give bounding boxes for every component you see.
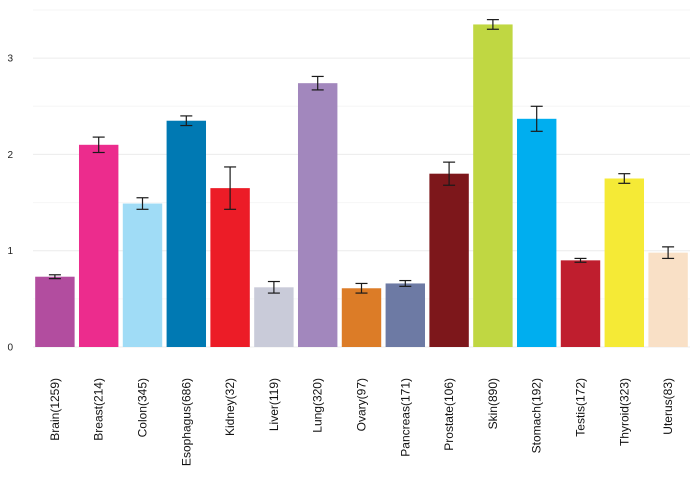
bar-3 bbox=[166, 120, 207, 347]
error-bar-0 bbox=[48, 274, 61, 280]
error-bar-7 bbox=[355, 282, 368, 294]
x-tick-label: Thyroid(323) bbox=[617, 378, 631, 446]
error-bar-10 bbox=[486, 19, 499, 30]
y-tick-label: 0 bbox=[7, 343, 13, 354]
x-tick-label: Skin(890) bbox=[486, 378, 500, 429]
error-bars bbox=[48, 19, 675, 294]
error-bar-4 bbox=[224, 166, 237, 210]
x-tick-label: Kidney(32) bbox=[223, 378, 237, 436]
bar-12 bbox=[560, 260, 601, 347]
error-bar-11 bbox=[530, 105, 543, 132]
error-bar-5 bbox=[267, 280, 280, 294]
x-axis-labels: Brain(1259) Breast(214) Colon(345) Esophagu… bbox=[48, 378, 675, 466]
x-tick-label: Lung(320) bbox=[311, 378, 325, 433]
bar-10 bbox=[473, 24, 513, 347]
error-bar-9 bbox=[443, 161, 456, 186]
error-bar-3 bbox=[180, 115, 193, 127]
y-tick-label: 1 bbox=[7, 246, 13, 257]
y-tick-label: 2 bbox=[7, 150, 13, 161]
x-tick-label: Brain(1259) bbox=[48, 378, 62, 441]
bar-4 bbox=[210, 188, 250, 347]
x-tick-label: Uterus(83) bbox=[661, 378, 675, 435]
x-tick-label: Liver(119) bbox=[267, 378, 281, 431]
bars bbox=[35, 24, 688, 348]
error-bar-1 bbox=[92, 136, 105, 154]
error-bar-12 bbox=[574, 257, 587, 263]
bar-0 bbox=[35, 276, 75, 347]
x-tick-label: Pancreas(171) bbox=[398, 378, 412, 457]
bar-2 bbox=[122, 203, 163, 347]
bar-13 bbox=[604, 178, 645, 347]
x-tick-label: Prostate(106) bbox=[442, 378, 456, 451]
bar-8 bbox=[385, 283, 426, 347]
bar-14 bbox=[648, 252, 688, 347]
error-bar-13 bbox=[618, 173, 631, 184]
bar-6 bbox=[297, 83, 338, 348]
x-tick-label: Colon(345) bbox=[136, 378, 150, 437]
bar-11 bbox=[516, 118, 557, 347]
error-bar-14 bbox=[662, 246, 675, 260]
bar-1 bbox=[78, 144, 119, 347]
x-tick-label: Stomach(192) bbox=[530, 378, 544, 453]
y-axis-ticks: 0 1 2 3 bbox=[7, 54, 13, 354]
error-bar-6 bbox=[311, 75, 324, 91]
y-tick-label: 3 bbox=[7, 54, 13, 65]
x-tick-label: Ovary(97) bbox=[355, 378, 369, 431]
bar-9 bbox=[429, 173, 469, 347]
x-tick-label: Breast(214) bbox=[92, 378, 106, 441]
x-tick-label: Esophagus(686) bbox=[179, 378, 193, 466]
bar-5 bbox=[254, 287, 294, 347]
bar-7 bbox=[341, 288, 382, 347]
error-bar-2 bbox=[136, 197, 149, 210]
x-tick-label: Testis(172) bbox=[574, 378, 588, 437]
error-bar-8 bbox=[399, 279, 412, 287]
